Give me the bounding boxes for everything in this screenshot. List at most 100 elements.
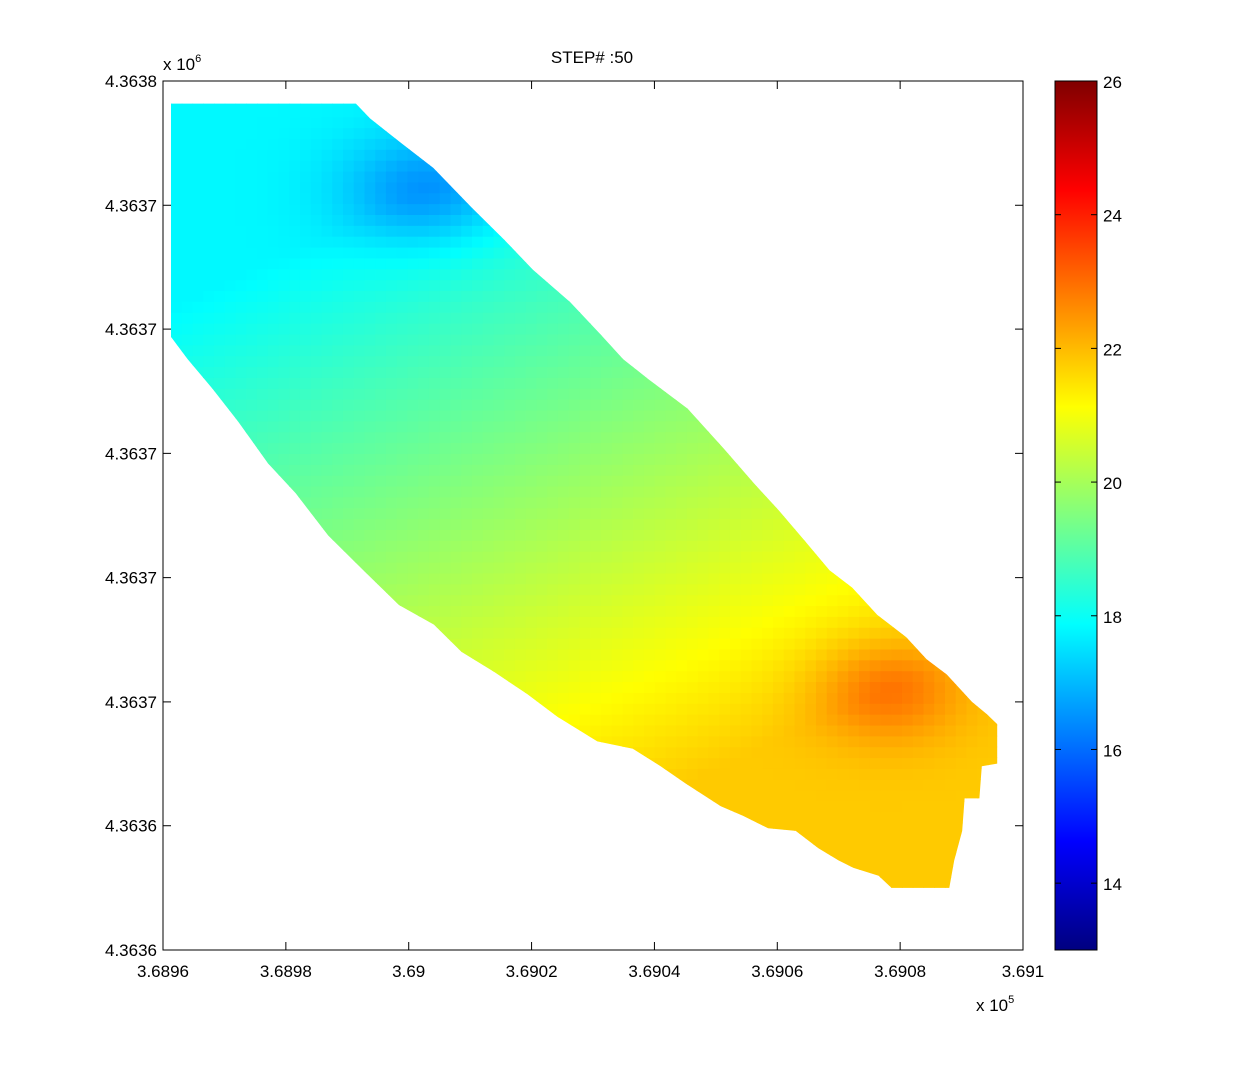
heatmap-cell: [235, 170, 247, 183]
heatmap-cell: [740, 475, 753, 487]
heatmap-cell: [246, 735, 258, 748]
heatmap-cell: [213, 366, 226, 378]
heatmap-cell: [321, 703, 333, 715]
heatmap-cell: [256, 431, 269, 444]
heatmap-cell: [246, 323, 258, 335]
heatmap-cell: [676, 496, 688, 509]
heatmap-cell: [428, 268, 441, 281]
heatmap-cell: [332, 236, 344, 248]
heatmap-cell: [579, 811, 591, 824]
heatmap-cell: [342, 420, 355, 433]
heatmap-cell: [547, 214, 559, 226]
heatmap-cell: [654, 692, 667, 704]
heatmap-cell: [633, 116, 645, 129]
heatmap-cell: [256, 648, 269, 661]
heatmap-cell: [536, 507, 548, 520]
heatmap-cell: [385, 333, 398, 346]
heatmap-cell: [235, 561, 247, 574]
heatmap-cell: [783, 703, 796, 715]
heatmap-cell: [418, 312, 430, 324]
heatmap-cell: [353, 399, 366, 411]
heatmap-cell: [375, 214, 387, 226]
heatmap-cell: [332, 355, 344, 368]
heatmap-cell: [171, 225, 172, 237]
heatmap-cell: [450, 790, 462, 802]
heatmap-cell: [719, 431, 731, 444]
heatmap-cell: [256, 442, 269, 454]
heatmap-cell: [289, 561, 301, 574]
heatmap-cell: [514, 800, 527, 813]
heatmap-cell: [708, 605, 720, 617]
heatmap-cell: [171, 703, 172, 715]
heatmap-cell: [590, 844, 602, 856]
heatmap-cell: [762, 214, 774, 226]
heatmap-cell: [450, 855, 462, 867]
heatmap-cell: [461, 616, 473, 628]
heatmap-cell: [439, 746, 452, 759]
heatmap-cell: [385, 844, 398, 856]
heatmap-cell: [385, 290, 398, 302]
heatmap-cell: [654, 518, 667, 530]
heatmap-cell: [536, 225, 548, 237]
heatmap-cell: [342, 214, 355, 226]
heatmap-cell: [471, 203, 484, 215]
heatmap-cell: [772, 757, 785, 769]
heatmap-cell: [837, 529, 849, 541]
heatmap-cell: [203, 496, 215, 509]
heatmap-cell: [729, 225, 742, 237]
heatmap-cell: [579, 583, 591, 596]
heatmap-cell: [385, 170, 398, 183]
heatmap-cell: [729, 312, 742, 324]
heatmap-cell: [600, 442, 613, 454]
heatmap-cell: [299, 355, 312, 368]
heatmap-cell: [719, 648, 731, 661]
heatmap-cell: [654, 203, 667, 215]
heatmap-cell: [848, 855, 860, 867]
heatmap-cell: [848, 768, 860, 780]
heatmap-cell: [590, 127, 602, 139]
heatmap-cell: [461, 485, 473, 498]
heatmap-cell: [493, 214, 505, 226]
heatmap-cell: [493, 681, 505, 693]
heatmap-cell: [826, 779, 839, 791]
heatmap-cell: [643, 127, 656, 139]
heatmap-cell: [697, 105, 710, 118]
heatmap-cell: [558, 84, 569, 95]
heatmap-cell: [450, 442, 462, 454]
heatmap-cell: [203, 203, 215, 215]
heatmap-cell: [805, 355, 817, 368]
heatmap-cell: [837, 833, 849, 846]
heatmap-cell: [729, 855, 742, 867]
heatmap-cell: [482, 181, 495, 194]
heatmap-cell: [375, 301, 387, 313]
heatmap-cell: [224, 236, 237, 248]
heatmap-cell: [837, 192, 849, 205]
heatmap-cell: [203, 507, 215, 520]
heatmap-cell: [213, 170, 226, 183]
heatmap-cell: [858, 442, 871, 454]
heatmap-cell: [525, 160, 538, 172]
heatmap-cell: [708, 301, 720, 313]
heatmap-cell: [676, 333, 688, 346]
heatmap-cell: [439, 811, 452, 824]
heatmap-cell: [364, 616, 376, 628]
heatmap-cell: [235, 768, 247, 780]
heatmap-cell: [794, 855, 806, 867]
heatmap-cell: [654, 257, 667, 270]
heatmap-cell: [536, 290, 548, 302]
heatmap-cell: [740, 877, 753, 888]
heatmap-cell: [740, 103, 753, 107]
heatmap-cell: [686, 170, 699, 183]
heatmap-cell: [385, 312, 398, 324]
heatmap-cell: [590, 572, 602, 585]
heatmap-cell: [181, 103, 194, 107]
heatmap-cell: [213, 225, 226, 237]
heatmap-cell: [203, 887, 215, 888]
heatmap-cell: [310, 475, 323, 487]
heatmap-cell: [471, 616, 484, 628]
heatmap-cell: [299, 149, 312, 161]
heatmap-cell: [299, 540, 312, 552]
heatmap-cell: [353, 551, 366, 563]
heatmap-cell: [740, 323, 753, 335]
heatmap-cell: [471, 290, 484, 302]
